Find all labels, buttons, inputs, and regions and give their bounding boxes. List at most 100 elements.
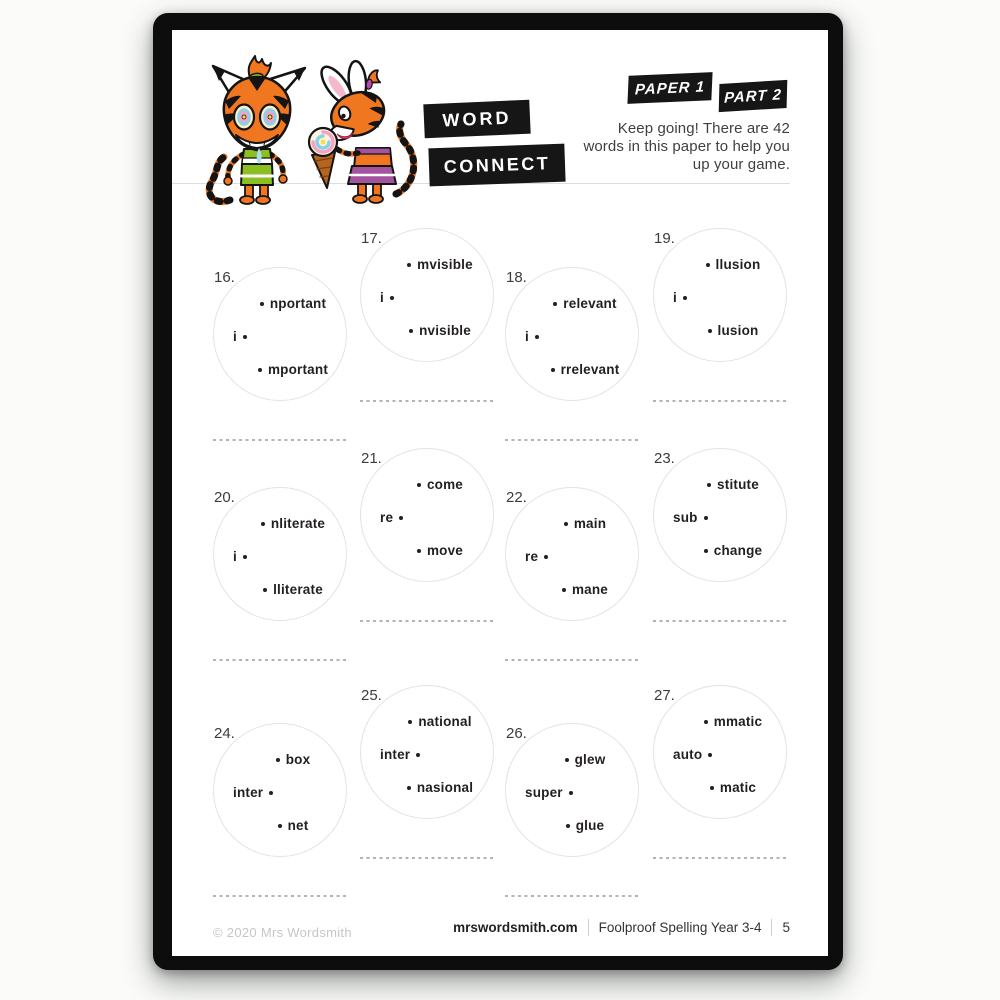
word-option-top: nportant bbox=[214, 295, 346, 313]
part-badge-text: PART 2 bbox=[723, 85, 783, 107]
option-text: net bbox=[287, 818, 309, 833]
puzzle-number: 20. bbox=[214, 489, 235, 506]
word-option-bottom: net bbox=[214, 817, 346, 835]
puzzle-25: 25. national inter nasional bbox=[360, 685, 494, 863]
connector-dot bbox=[399, 516, 404, 520]
option-text: mane bbox=[571, 582, 609, 597]
word-option-bottom: rrelevant bbox=[506, 361, 638, 379]
puzzle-20: 20. nliterate i lliterate bbox=[213, 487, 347, 665]
option-text: mvisible bbox=[417, 257, 473, 272]
connector-dot bbox=[568, 791, 573, 795]
word-prefix: inter bbox=[233, 784, 274, 802]
instructions-line: up your game. bbox=[692, 156, 790, 173]
word-prefix: re bbox=[525, 548, 549, 566]
option-text: relevant bbox=[563, 296, 617, 311]
connector-dot bbox=[259, 302, 264, 306]
option-text: matic bbox=[719, 780, 757, 795]
puzzle-circle: come re move bbox=[360, 448, 494, 582]
tiger-left-head bbox=[211, 55, 307, 164]
prefix-text: re bbox=[525, 549, 539, 564]
word-option-top: stitute bbox=[654, 476, 786, 494]
footer-separator bbox=[587, 919, 589, 936]
option-text: move bbox=[426, 543, 464, 558]
word-option-bottom: mane bbox=[506, 581, 638, 599]
word-option-bottom: matic bbox=[654, 779, 786, 797]
connector-dot bbox=[563, 522, 568, 526]
word-prefix: auto bbox=[673, 746, 713, 764]
puzzle-number: 25. bbox=[361, 687, 382, 704]
dashed-separator bbox=[653, 400, 787, 402]
connector-dot bbox=[561, 588, 566, 592]
dashed-separator bbox=[360, 620, 494, 622]
puzzle-number: 22. bbox=[506, 489, 527, 506]
connector-dot bbox=[260, 522, 265, 526]
puzzle-number: 17. bbox=[361, 230, 382, 247]
instructions-text: Keep going! There are 42 words in this p… bbox=[583, 120, 790, 174]
option-text: glue bbox=[575, 818, 605, 833]
puzzle-circle: mmatic auto matic bbox=[653, 685, 787, 819]
prefix-text: auto bbox=[673, 747, 703, 762]
connector-dot bbox=[406, 786, 411, 790]
connector-dot bbox=[705, 263, 710, 267]
option-text: lusion bbox=[717, 323, 759, 338]
prefix-text: re bbox=[380, 510, 394, 525]
paper-badge: PAPER 1 bbox=[627, 72, 713, 104]
connector-dot bbox=[703, 549, 708, 553]
word-option-top: glew bbox=[506, 751, 638, 769]
dashed-separator bbox=[213, 659, 347, 661]
word-option-top: relevant bbox=[506, 295, 638, 313]
word-prefix: sub bbox=[673, 509, 708, 527]
connector-dot bbox=[553, 302, 558, 306]
puzzle-number: 21. bbox=[361, 450, 382, 467]
dashed-separator bbox=[653, 857, 787, 859]
connector-dot bbox=[407, 263, 412, 267]
word-option-top: main bbox=[506, 515, 638, 533]
connector-dot bbox=[550, 368, 555, 372]
footer-separator bbox=[771, 919, 773, 936]
prefix-text: i bbox=[233, 329, 237, 344]
part-badge: PART 2 bbox=[718, 79, 788, 113]
title-word-badge: WORD bbox=[423, 99, 531, 139]
puzzle-number: 16. bbox=[214, 269, 235, 286]
connector-dot bbox=[707, 329, 712, 333]
puzzle-17: 17. mvisible i nvisible bbox=[360, 228, 494, 406]
worksheet-page: WORD CONNECT PAPER 1 PART 2 Keep going! … bbox=[172, 30, 828, 956]
puzzle-circle: main re mane bbox=[505, 487, 639, 621]
puzzle-21: 21. come re move bbox=[360, 448, 494, 626]
connector-dot bbox=[242, 555, 247, 559]
connector-dot bbox=[565, 824, 570, 828]
connector-dot bbox=[544, 555, 549, 559]
tiger-right-head bbox=[320, 59, 386, 142]
option-text: mportant bbox=[267, 362, 329, 377]
word-option-top: llusion bbox=[654, 256, 786, 274]
word-option-bottom: nvisible bbox=[361, 322, 493, 340]
connector-dot bbox=[703, 516, 708, 520]
word-prefix: inter bbox=[380, 746, 421, 764]
connector-dot bbox=[564, 758, 569, 762]
connector-dot bbox=[389, 296, 394, 300]
connector-dot bbox=[257, 368, 262, 372]
word-prefix: i bbox=[380, 289, 394, 307]
tigers-illustration bbox=[205, 55, 418, 205]
footer-copyright: © 2020 Mrs Wordsmith bbox=[213, 925, 352, 940]
puzzle-number: 18. bbox=[506, 269, 527, 286]
connector-dot bbox=[275, 758, 280, 762]
puzzle-23: 23. stitute sub change bbox=[653, 448, 787, 626]
dashed-separator bbox=[505, 659, 639, 661]
dashed-separator bbox=[360, 400, 494, 402]
connector-dot bbox=[709, 786, 714, 790]
connector-dot bbox=[682, 296, 687, 300]
puzzle-circle: relevant i rrelevant bbox=[505, 267, 639, 401]
dashed-separator bbox=[653, 620, 787, 622]
word-prefix: super bbox=[525, 784, 573, 802]
option-text: nasional bbox=[416, 780, 474, 795]
puzzle-number: 27. bbox=[654, 687, 675, 704]
word-option-bottom: lliterate bbox=[214, 581, 346, 599]
tiger-left-body bbox=[205, 148, 288, 205]
prefix-text: super bbox=[525, 785, 563, 800]
puzzle-22: 22. main re mane bbox=[505, 487, 639, 665]
prefix-text: inter bbox=[380, 747, 411, 762]
word-prefix: i bbox=[673, 289, 687, 307]
word-prefix: i bbox=[233, 328, 247, 346]
connector-dot bbox=[416, 753, 421, 757]
